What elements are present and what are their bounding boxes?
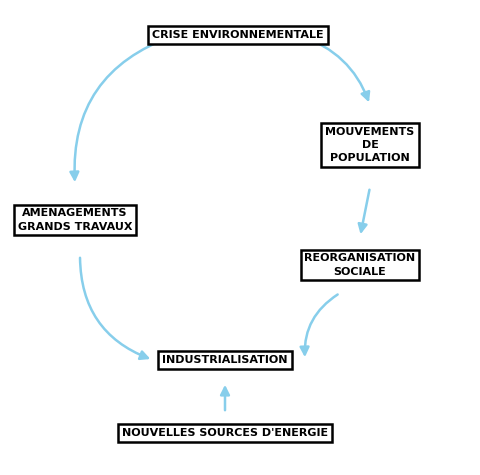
- Text: CRISE ENVIRONNEMENTALE: CRISE ENVIRONNEMENTALE: [152, 30, 324, 40]
- FancyArrowPatch shape: [80, 258, 148, 359]
- FancyArrowPatch shape: [300, 36, 369, 100]
- Text: REORGANISATION
SOCIALE: REORGANISATION SOCIALE: [304, 253, 416, 276]
- FancyArrowPatch shape: [71, 36, 173, 180]
- Text: NOUVELLES SOURCES D'ENERGIE: NOUVELLES SOURCES D'ENERGIE: [122, 428, 328, 438]
- Text: AMENAGEMENTS
GRANDS TRAVAUX: AMENAGEMENTS GRANDS TRAVAUX: [18, 209, 132, 232]
- FancyArrowPatch shape: [300, 294, 337, 354]
- FancyArrowPatch shape: [221, 388, 229, 410]
- Text: MOUVEMENTS
DE
POPULATION: MOUVEMENTS DE POPULATION: [325, 127, 415, 163]
- Text: INDUSTRIALISATION: INDUSTRIALISATION: [162, 355, 288, 365]
- FancyArrowPatch shape: [359, 190, 370, 231]
